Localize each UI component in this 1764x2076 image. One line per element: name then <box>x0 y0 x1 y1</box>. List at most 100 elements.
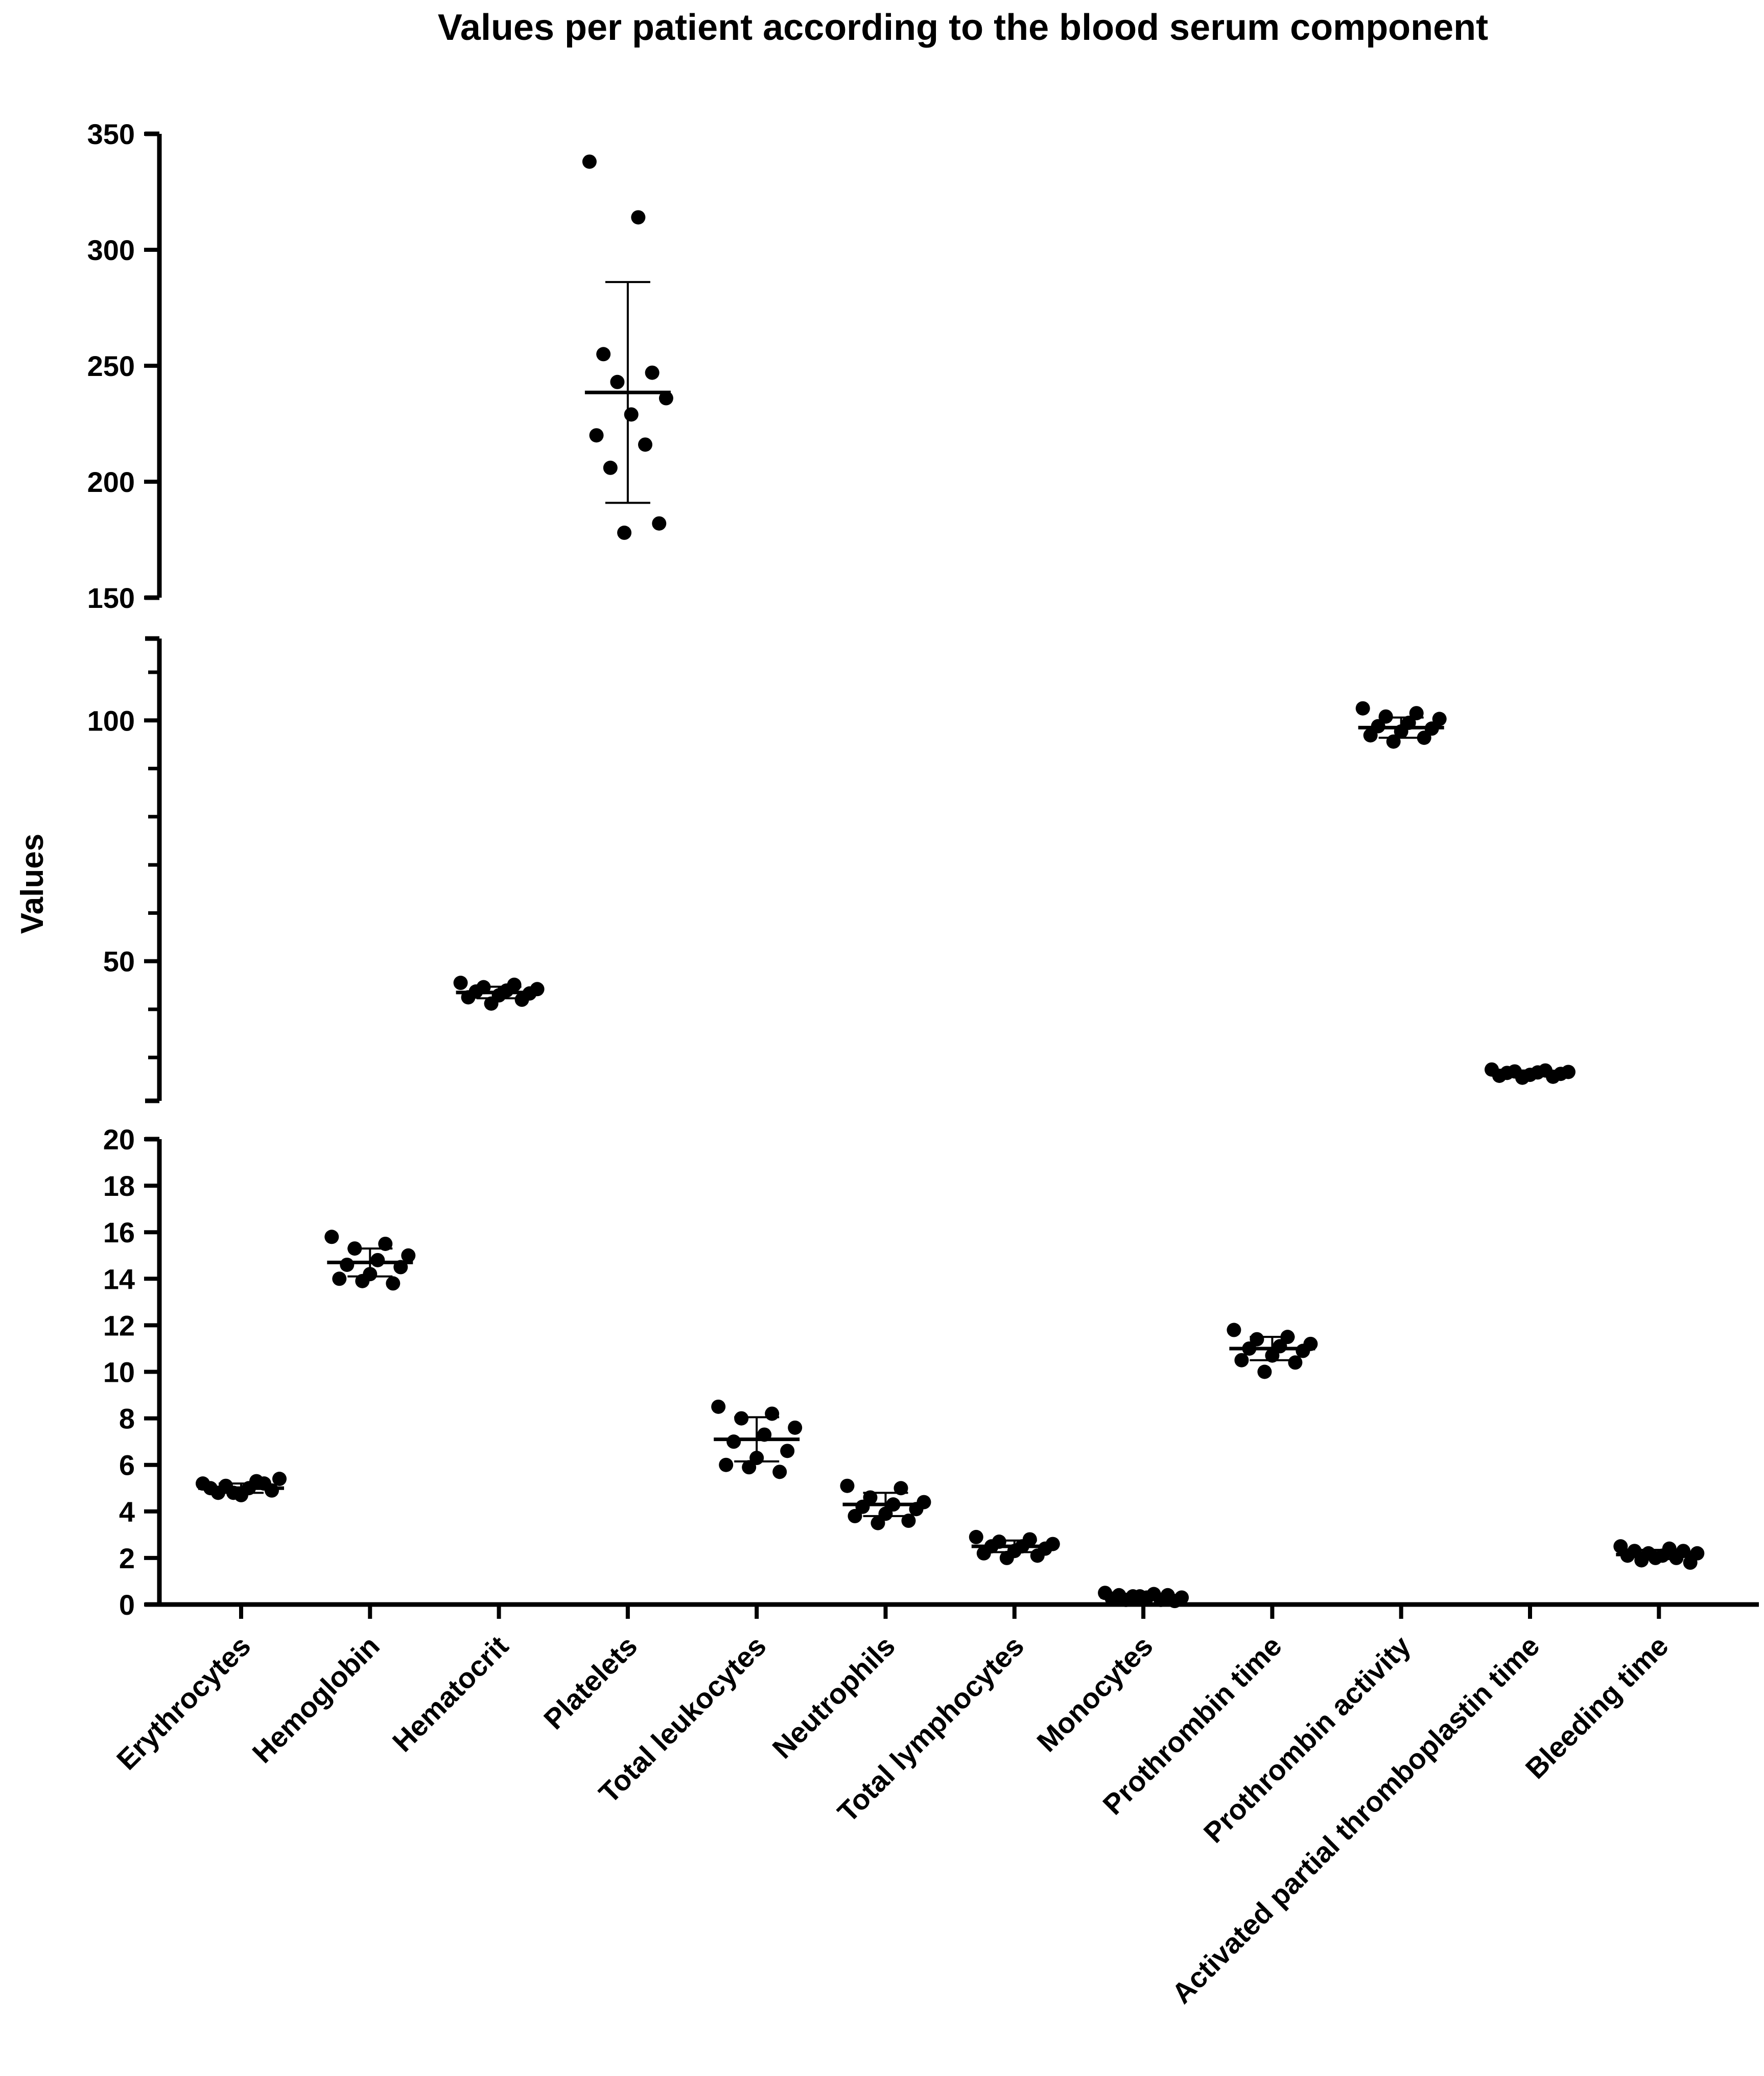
y-tick-label: 18 <box>103 1170 135 1202</box>
data-point <box>631 210 646 225</box>
data-point <box>788 1420 803 1435</box>
data-point <box>780 1444 795 1458</box>
data-point <box>772 1465 787 1479</box>
y-tick-label: 20 <box>103 1123 135 1155</box>
data-point <box>871 1516 885 1530</box>
data-point <box>347 1241 362 1256</box>
y-tick-label: 100 <box>87 704 135 737</box>
x-tick-label: Hemoglobin <box>246 1630 385 1769</box>
data-point <box>1363 728 1378 743</box>
data-point <box>658 391 673 406</box>
data-point <box>1492 1068 1507 1083</box>
x-tick-label: Neutrophils <box>766 1630 901 1765</box>
data-point <box>765 1406 780 1421</box>
error-bars <box>198 281 1702 1600</box>
data-point <box>1288 1355 1303 1370</box>
data-point <box>272 1472 287 1487</box>
y-tick-label: 250 <box>87 350 135 382</box>
data-point <box>461 990 476 1005</box>
y-tick-label: 4 <box>119 1496 135 1528</box>
x-tick-label: Hematocrit <box>386 1630 514 1758</box>
y-tick-label: 16 <box>103 1216 135 1248</box>
data-point <box>893 1481 908 1496</box>
data-point <box>1265 1348 1280 1363</box>
data-point <box>719 1457 734 1472</box>
data-point <box>1154 1592 1168 1607</box>
data-point <box>203 1481 218 1496</box>
data-point <box>1515 1070 1530 1085</box>
data-point <box>1355 701 1370 716</box>
y-tick-label: 350 <box>87 118 135 150</box>
data-point <box>370 1253 385 1267</box>
y-tick-label: 14 <box>103 1263 135 1295</box>
data-point <box>734 1411 749 1426</box>
data-point <box>617 525 632 540</box>
data-point <box>1378 709 1393 724</box>
y-axis-title: Values <box>15 834 50 934</box>
data-point <box>624 407 639 422</box>
y-tick-label: 50 <box>103 946 135 978</box>
data-point <box>742 1460 757 1475</box>
data-point <box>1634 1553 1649 1568</box>
data-point <box>610 374 625 389</box>
x-tick-label: Erythrocytes <box>110 1630 257 1776</box>
data-point <box>332 1271 347 1286</box>
data-point <box>1234 1353 1249 1367</box>
data-point <box>1030 1548 1045 1563</box>
data-point <box>645 365 660 380</box>
data-point <box>652 516 667 531</box>
data-point <box>976 1546 991 1561</box>
data-point <box>1620 1548 1635 1563</box>
data-point <box>1257 1364 1272 1379</box>
data-points <box>196 154 1705 1609</box>
y-tick-label: 300 <box>87 234 135 266</box>
data-point <box>324 1230 339 1244</box>
data-point <box>386 1276 401 1291</box>
x-tick-label: Platelets <box>537 1630 643 1735</box>
data-point <box>340 1257 355 1272</box>
data-point <box>1683 1555 1698 1570</box>
data-point <box>603 460 618 475</box>
y-tick-label: 2 <box>119 1542 135 1574</box>
y-tick-label: 10 <box>103 1356 135 1388</box>
data-point <box>1296 1343 1310 1358</box>
data-point <box>1648 1550 1663 1565</box>
data-point <box>514 993 529 1007</box>
data-point <box>1104 1591 1119 1606</box>
data-point <box>969 1529 983 1544</box>
data-point <box>1386 734 1401 749</box>
data-point <box>484 996 499 1011</box>
chart-title: Values per patient according to the bloo… <box>438 7 1488 48</box>
data-point <box>378 1236 393 1251</box>
data-point <box>901 1514 916 1528</box>
data-point <box>453 976 468 990</box>
y-tick-label: 8 <box>119 1403 135 1435</box>
data-point <box>1167 1594 1182 1609</box>
data-point <box>999 1550 1014 1565</box>
data-point <box>757 1427 772 1442</box>
data-point <box>355 1273 370 1288</box>
data-point <box>582 154 597 169</box>
y-tick-label: 150 <box>87 582 135 614</box>
data-point <box>848 1508 862 1523</box>
data-point <box>1432 712 1447 726</box>
data-point <box>840 1478 855 1493</box>
data-point <box>638 437 652 452</box>
y-tick-label: 200 <box>87 466 135 498</box>
data-point <box>726 1434 741 1449</box>
y-tick-label: 6 <box>119 1449 135 1481</box>
data-point <box>1417 730 1431 745</box>
data-point <box>1227 1323 1241 1337</box>
data-point <box>1394 724 1408 739</box>
x-tick-label: Monocytes <box>1030 1630 1159 1758</box>
data-point <box>401 1248 416 1263</box>
data-point <box>596 347 611 362</box>
x-tick-label: Prothrombin activity <box>1197 1630 1417 1849</box>
axes: 0 2 4 6 8 10 12 14 16 18 20 50 100 150 200 250 300 350 <box>87 118 1759 1621</box>
data-point <box>1409 706 1424 721</box>
data-point <box>393 1260 408 1275</box>
data-point <box>1133 1589 1147 1604</box>
